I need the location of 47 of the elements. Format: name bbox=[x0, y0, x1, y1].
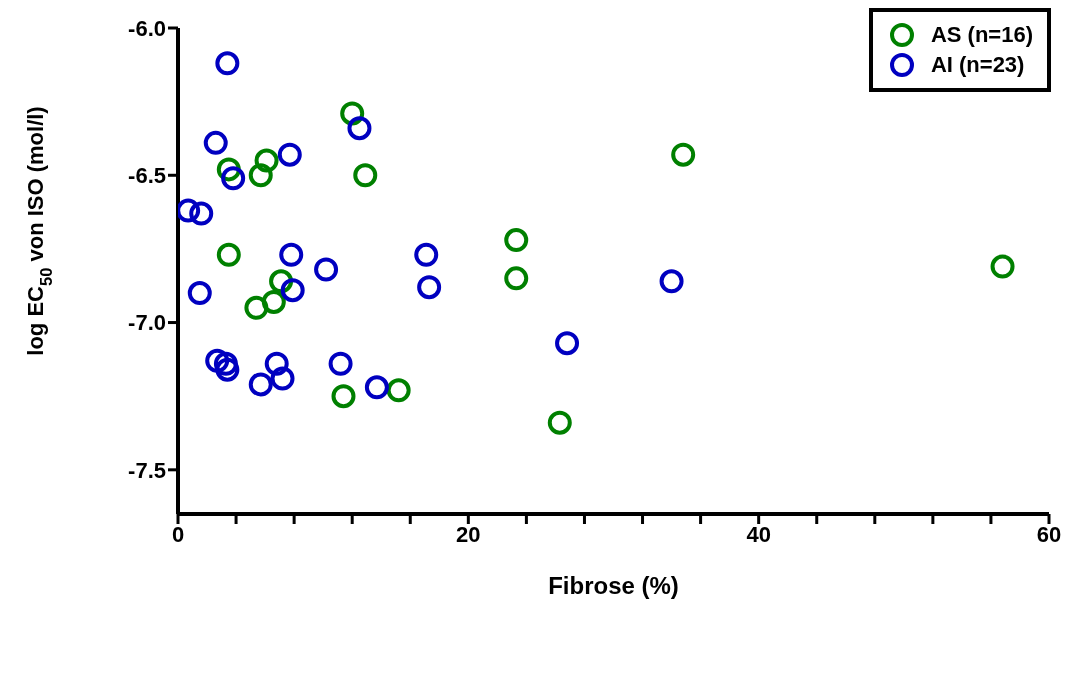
point bbox=[417, 275, 442, 300]
point bbox=[331, 384, 356, 409]
y-tick-label: -7.0 bbox=[128, 310, 166, 336]
point bbox=[671, 142, 696, 167]
x-axis-title: Fibrose (%) bbox=[548, 572, 679, 599]
x-tick-label: 0 bbox=[171, 521, 185, 547]
point bbox=[347, 116, 372, 141]
y-tick-label: -7.5 bbox=[128, 457, 166, 483]
point bbox=[203, 130, 228, 155]
point bbox=[187, 281, 212, 306]
point bbox=[386, 378, 411, 403]
point bbox=[248, 372, 273, 397]
point bbox=[189, 201, 214, 226]
point bbox=[264, 351, 289, 376]
point bbox=[659, 269, 684, 294]
point bbox=[555, 331, 580, 356]
point bbox=[248, 163, 273, 188]
x-tick-label: 60 bbox=[1036, 521, 1062, 547]
legend-label: AI (n=23) bbox=[930, 52, 1025, 78]
point bbox=[364, 375, 389, 400]
point bbox=[244, 295, 269, 320]
y-tick-label: -6.0 bbox=[128, 15, 166, 41]
point bbox=[504, 266, 529, 291]
point bbox=[221, 166, 246, 191]
point bbox=[328, 351, 353, 376]
point bbox=[353, 163, 378, 188]
point bbox=[547, 410, 572, 435]
legend-label: AS (n=16) bbox=[930, 22, 1033, 48]
y-tick-label: -6.5 bbox=[128, 163, 166, 189]
point bbox=[178, 198, 201, 223]
point bbox=[990, 254, 1015, 279]
point bbox=[504, 228, 529, 253]
x-tick-label: 20 bbox=[456, 521, 481, 547]
point bbox=[277, 142, 302, 167]
point bbox=[270, 366, 295, 391]
point bbox=[254, 148, 279, 173]
point bbox=[215, 357, 240, 382]
point bbox=[280, 278, 305, 303]
x-tick-label: 40 bbox=[746, 521, 771, 547]
point bbox=[213, 351, 238, 376]
point bbox=[314, 257, 339, 282]
point bbox=[279, 242, 304, 267]
point bbox=[216, 242, 241, 267]
point bbox=[414, 242, 439, 267]
point bbox=[205, 348, 230, 373]
point bbox=[215, 51, 240, 76]
point bbox=[261, 289, 286, 314]
